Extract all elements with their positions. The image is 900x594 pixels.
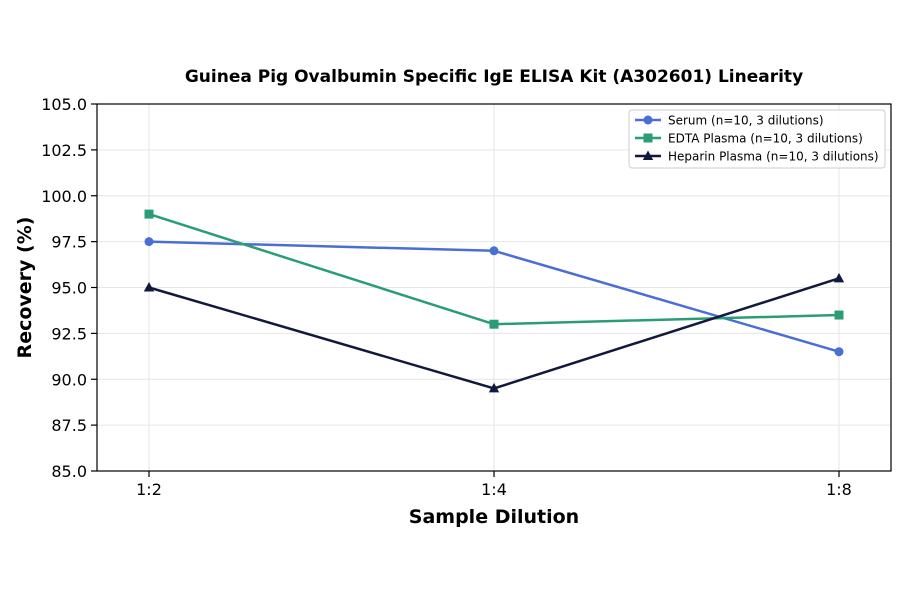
x-axis-label: Sample Dilution [409, 506, 579, 528]
data-point [833, 272, 845, 283]
legend-frame [628, 109, 886, 169]
legend-label: Serum (n=10, 3 dilutions) [668, 114, 824, 128]
data-point [144, 209, 154, 219]
chart-title: Guinea Pig Ovalbumin Specific IgE ELISA … [185, 67, 803, 87]
y-tick-label: 90.0 [51, 370, 87, 389]
data-point [144, 237, 154, 247]
legend-label: EDTA Plasma (n=10, 3 dilutions) [668, 132, 863, 146]
legend-item: EDTA Plasma (n=10, 3 dilutions) [635, 132, 863, 146]
series-layer [143, 209, 845, 393]
legend-marker [643, 115, 653, 125]
y-tick-label: 102.5 [41, 141, 87, 160]
legend-marker [643, 133, 653, 143]
y-tick-label: 97.5 [51, 233, 87, 252]
legend-label: Heparin Plasma (n=10, 3 dilutions) [668, 150, 879, 164]
legend-item: Heparin Plasma (n=10, 3 dilutions) [635, 150, 879, 164]
y-tick-label: 87.5 [51, 416, 87, 435]
legend-marker [642, 150, 654, 160]
data-point [488, 382, 500, 393]
series-2 [144, 209, 844, 329]
data-point [489, 319, 499, 329]
y-axis-label: Recovery (%) [14, 217, 36, 359]
data-point [143, 282, 155, 292]
x-tick-label: 1:8 [826, 480, 852, 499]
axis-ticks: 85.0 87.5 90.0 92.5 95.0 97.5 100.0 102.5 105.0 1… [41, 95, 852, 499]
data-point [489, 246, 499, 256]
data-point [834, 347, 844, 357]
data-point [834, 310, 844, 320]
y-tick-label: 105.0 [41, 95, 87, 114]
x-tick-label: 1:4 [481, 480, 507, 499]
y-tick-label: 92.5 [51, 324, 87, 343]
legend-item: Serum (n=10, 3 dilutions) [635, 114, 824, 128]
legend: Serum (n=10, 3 dilutions) EDTA Plasma (n=… [628, 109, 886, 169]
y-tick-label: 100.0 [41, 187, 87, 206]
series-3 [143, 272, 845, 393]
y-tick-label: 85.0 [51, 462, 87, 481]
x-tick-label: 1:2 [136, 480, 162, 499]
y-tick-label: 95.0 [51, 279, 87, 298]
